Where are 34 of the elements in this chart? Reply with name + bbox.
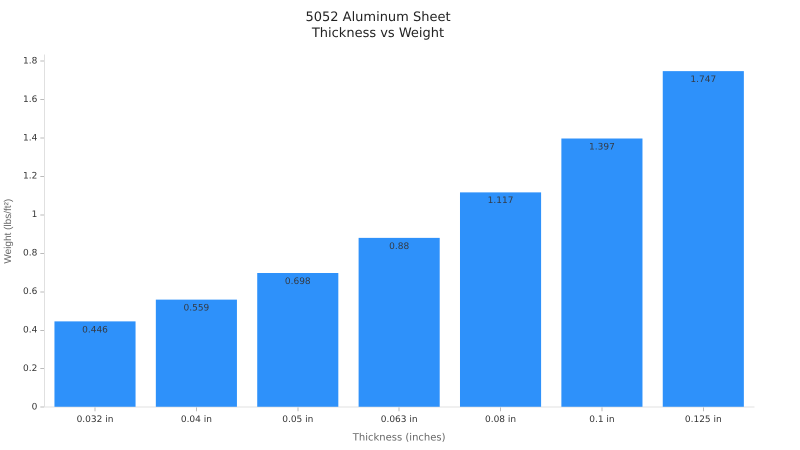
bar xyxy=(358,238,440,407)
data-label: 0.559 xyxy=(184,304,210,314)
bar xyxy=(561,138,642,407)
x-tick-label: 0.1 in xyxy=(589,414,615,425)
y-tick-label: 1.8 xyxy=(22,56,38,66)
data-label: 0.88 xyxy=(389,242,410,252)
x-tick-label: 0.125 in xyxy=(684,414,722,425)
data-label: 1.397 xyxy=(589,142,615,152)
x-tick-label: 0.032 in xyxy=(76,414,114,425)
x-tick-label: 0.05 in xyxy=(282,414,314,425)
bar xyxy=(156,300,237,407)
bar xyxy=(54,321,136,407)
x-tick-label: 0.04 in xyxy=(180,414,212,425)
x-tick-label: 0.08 in xyxy=(484,414,516,425)
bar xyxy=(662,71,744,407)
y-tick-label: 1.6 xyxy=(22,94,38,105)
bar xyxy=(257,272,338,407)
x-tick-label: 0.063 in xyxy=(380,414,418,425)
y-axis-title: Weight (lbs/ft²) xyxy=(2,198,14,264)
y-tick-label: 0.6 xyxy=(22,287,38,298)
data-label: 0.698 xyxy=(284,276,311,287)
y-tick-label: 0.4 xyxy=(22,326,38,336)
y-tick-label: 0.8 xyxy=(22,248,38,259)
y-tick-label: 0 xyxy=(32,402,38,413)
data-label: 1.117 xyxy=(488,196,514,206)
y-tick-label: 1 xyxy=(32,210,38,220)
y-tick-label: 1.4 xyxy=(22,133,38,144)
x-axis-title: Thickness (inches) xyxy=(352,432,446,444)
y-tick-label: 1.2 xyxy=(22,172,38,182)
data-label: 0.446 xyxy=(82,325,108,336)
y-tick-label: 0.2 xyxy=(22,364,38,374)
chart-title: 5052 Aluminum Sheet Thickness vs Weight xyxy=(305,10,451,41)
bar xyxy=(460,192,542,407)
data-label: 1.747 xyxy=(690,75,716,86)
